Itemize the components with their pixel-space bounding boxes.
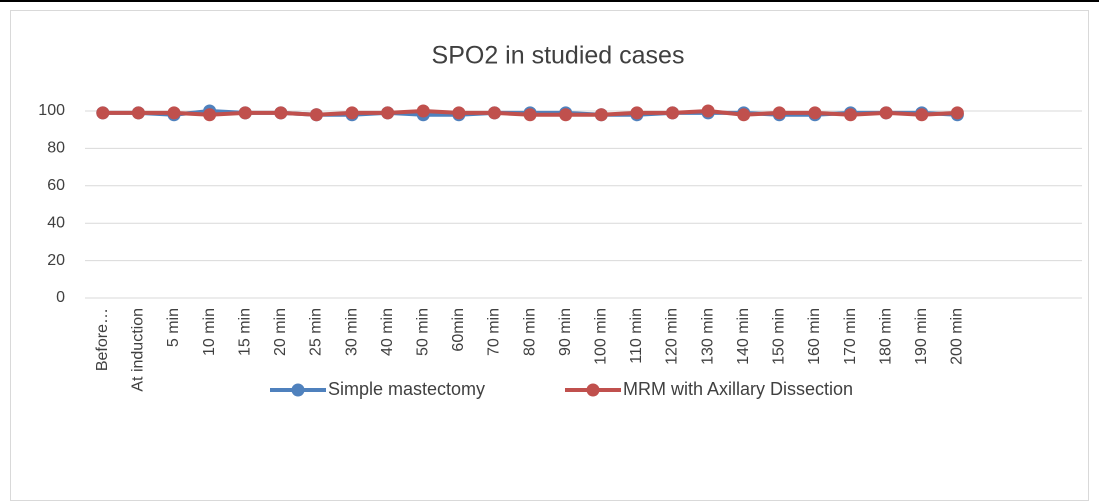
point (808, 106, 822, 120)
x-tick-label: 25 min (308, 308, 325, 356)
x-tick-label: 30 min (343, 308, 360, 356)
x-tick-label: 130 min (699, 308, 716, 365)
point (167, 106, 181, 120)
x-tick-label: 10 min (201, 308, 218, 356)
x-tick-label: 70 min (486, 308, 503, 356)
point (345, 106, 359, 120)
legend-marker (586, 383, 600, 397)
x-tick-label: 80 min (521, 308, 538, 356)
y-tick-label: 20 (47, 252, 65, 269)
point (772, 106, 786, 120)
point (131, 106, 145, 120)
legend-label: Simple mastectomy (328, 379, 485, 399)
x-tick-label: 140 min (735, 308, 752, 365)
point (309, 108, 323, 122)
point (594, 108, 608, 122)
point (238, 106, 252, 120)
point (915, 108, 929, 122)
point (666, 106, 680, 120)
x-tick-label: 15 min (236, 308, 253, 356)
x-tick-label: 60min (450, 308, 467, 352)
x-tick-label: 200 min (949, 308, 966, 365)
x-tick-label: 5 min (165, 308, 182, 347)
x-tick-label: 40 min (379, 308, 396, 356)
point (416, 104, 430, 118)
y-tick-label: 80 (47, 140, 65, 157)
x-tick-label: Before… (94, 308, 111, 371)
point (701, 104, 715, 118)
y-tick-label: 40 (47, 214, 65, 231)
point (452, 106, 466, 120)
point (274, 106, 288, 120)
x-tick-label: 150 min (771, 308, 788, 365)
x-tick-label: 20 min (272, 308, 289, 356)
y-tick-label: 60 (47, 177, 65, 194)
x-tick-label: 120 min (664, 308, 681, 365)
y-tick-label: 100 (38, 102, 65, 119)
x-tick-label: 110 min (628, 308, 645, 364)
chart-title: SPO2 in studied cases (432, 42, 685, 70)
chart-border (10, 10, 1089, 501)
legend-marker (291, 383, 305, 397)
y-tick-label: 0 (56, 289, 65, 306)
x-tick-label: 190 min (913, 308, 930, 365)
x-tick-label: 100 min (593, 308, 610, 365)
x-tick-label: 160 min (806, 308, 823, 365)
legend-label: MRM with Axillary Dissection (623, 379, 853, 399)
point (487, 106, 501, 120)
point (737, 108, 751, 122)
point (630, 106, 644, 120)
point (381, 106, 395, 120)
point (844, 108, 858, 122)
point (523, 108, 537, 122)
x-tick-label: 50 min (414, 308, 431, 356)
x-tick-label: 90 min (557, 308, 574, 356)
x-tick-label: 170 min (842, 308, 859, 365)
x-tick-label: 180 min (877, 308, 894, 365)
point (879, 106, 893, 120)
point (950, 106, 964, 120)
point (203, 108, 217, 122)
point (559, 108, 573, 122)
x-tick-label: At induction (130, 308, 147, 392)
point (96, 106, 110, 120)
